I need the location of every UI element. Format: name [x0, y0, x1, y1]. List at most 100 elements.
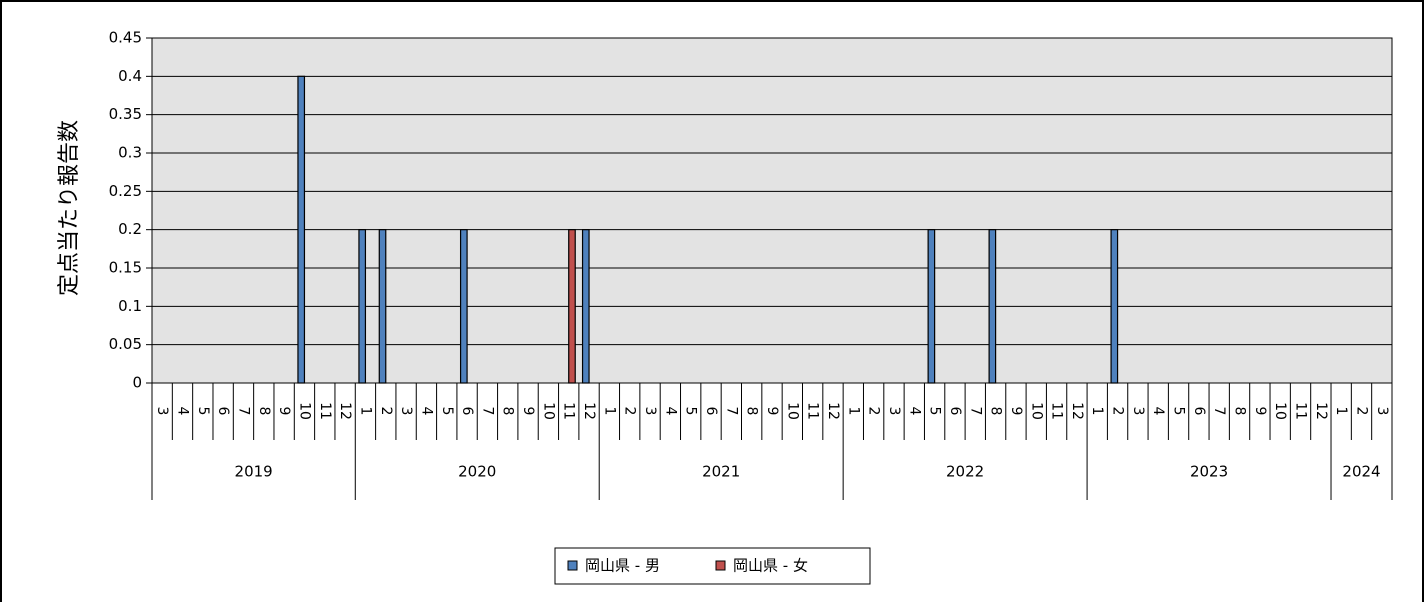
x-axis: 3 4 5 6 7 8 9 10 11 12 1 2 3 4 5 6 7 8 9 10 11 12 1 2 3 4 5 6 7 8 9 10 1…	[151, 382, 1393, 500]
x-month-label: 6	[947, 407, 963, 416]
x-month-label: 9	[764, 407, 780, 416]
x-month-label: 8	[1232, 407, 1248, 416]
bars	[297, 75, 1119, 384]
x-month-label: 8	[744, 407, 760, 416]
x-month-label: 4	[174, 407, 190, 416]
x-month-label: 3	[154, 407, 170, 416]
x-month-label: 2	[378, 407, 394, 416]
bar	[988, 229, 997, 384]
y-tick-label: 0.3	[118, 144, 142, 162]
plot-area	[151, 37, 1393, 384]
x-month-label: 12	[825, 402, 841, 420]
y-tick-label: 0.35	[109, 105, 142, 123]
x-month-label: 6	[459, 407, 475, 416]
x-month-label: 5	[195, 407, 211, 416]
x-month-label: 2	[1354, 407, 1370, 416]
bar	[297, 75, 306, 384]
x-month-label: 3	[642, 407, 658, 416]
legend-label: 岡山県 - 女	[733, 557, 808, 575]
bar	[1110, 229, 1119, 384]
y-axis: 0 0.05 0.1 0.15 0.2 0.25 0.3 0.35 0.4 0.45	[109, 29, 152, 392]
legend: 岡山県 - 男 岡山県 - 女	[554, 547, 871, 585]
y-tick-label: 0.1	[118, 297, 142, 315]
x-month-label: 5	[927, 407, 943, 416]
x-month-label: 11	[561, 402, 577, 420]
x-year-label: 2022	[946, 463, 984, 481]
x-month-label: 5	[1171, 407, 1187, 416]
y-tick-label: 0.45	[109, 29, 142, 47]
x-month-label: 3	[1130, 407, 1146, 416]
bar	[358, 229, 367, 384]
x-month-label: 9	[276, 407, 292, 416]
x-month-label: 4	[906, 407, 922, 416]
x-month-label: 4	[662, 407, 678, 416]
legend-swatch	[567, 560, 578, 571]
y-tick-label: 0.05	[109, 335, 142, 353]
x-month-label: 2	[622, 407, 638, 416]
x-month-label: 10	[296, 402, 312, 420]
x-month-label: 7	[967, 407, 983, 416]
y-tick-label: 0.4	[118, 67, 142, 85]
legend-box	[554, 547, 871, 585]
bar	[581, 229, 590, 384]
x-month-label: 4	[1150, 407, 1166, 416]
x-month-label: 9	[520, 407, 536, 416]
x-month-label: 3	[886, 407, 902, 416]
x-month-label: 7	[723, 407, 739, 416]
x-month-label: 8	[988, 407, 1004, 416]
x-month-label: 2	[1110, 407, 1126, 416]
x-month-label: 8	[256, 407, 272, 416]
x-month-label: 1	[1333, 407, 1349, 416]
x-year-label: 2021	[702, 463, 740, 481]
y-tick-label: 0	[132, 374, 142, 392]
x-month-label: 3	[1374, 407, 1390, 416]
x-month-label: 1	[845, 407, 861, 416]
x-year-label: 2020	[458, 463, 496, 481]
x-month-label: 7	[235, 407, 251, 416]
x-month-label: 12	[337, 402, 353, 420]
x-month-label: 10	[1272, 402, 1288, 420]
x-month-label: 11	[1049, 402, 1065, 420]
x-month-label: 12	[1313, 402, 1329, 420]
x-month-label: 6	[215, 407, 231, 416]
x-month-label: 11	[317, 402, 333, 420]
bar	[378, 229, 387, 384]
x-year-label: 2023	[1190, 463, 1228, 481]
bar	[927, 229, 936, 384]
x-month-label: 7	[479, 407, 495, 416]
x-month-label: 1	[601, 407, 617, 416]
x-month-label: 11	[805, 402, 821, 420]
x-month-label: 12	[581, 402, 597, 420]
x-month-label: 10	[540, 402, 556, 420]
x-month-label: 9	[1008, 407, 1024, 416]
x-month-label: 11	[1293, 402, 1309, 420]
x-month-label: 1	[1089, 407, 1105, 416]
x-month-label: 4	[418, 407, 434, 416]
x-month-label: 6	[703, 407, 719, 416]
x-month-label: 9	[1252, 407, 1268, 416]
bar	[459, 229, 468, 384]
y-tick-label: 0.2	[118, 220, 142, 238]
x-year-label: 2019	[235, 463, 273, 481]
legend-label: 岡山県 - 男	[585, 557, 660, 575]
x-month-label: 3	[398, 407, 414, 416]
x-month-label: 10	[784, 402, 800, 420]
y-tick-label: 0.25	[109, 182, 142, 200]
x-month-label: 7	[1211, 407, 1227, 416]
x-month-label: 12	[1069, 402, 1085, 420]
legend-swatch	[715, 560, 726, 571]
x-month-label: 6	[1191, 407, 1207, 416]
x-year-label: 2024	[1342, 463, 1380, 481]
x-month-label: 2	[866, 407, 882, 416]
x-month-label: 5	[439, 407, 455, 416]
y-tick-label: 0.15	[109, 259, 142, 277]
bar	[568, 229, 576, 384]
y-axis-label: 定点当たり報告数	[57, 120, 82, 296]
plot-background	[151, 37, 1393, 384]
x-month-label: 5	[683, 407, 699, 416]
x-month-label: 1	[357, 407, 373, 416]
x-month-label: 8	[500, 407, 516, 416]
